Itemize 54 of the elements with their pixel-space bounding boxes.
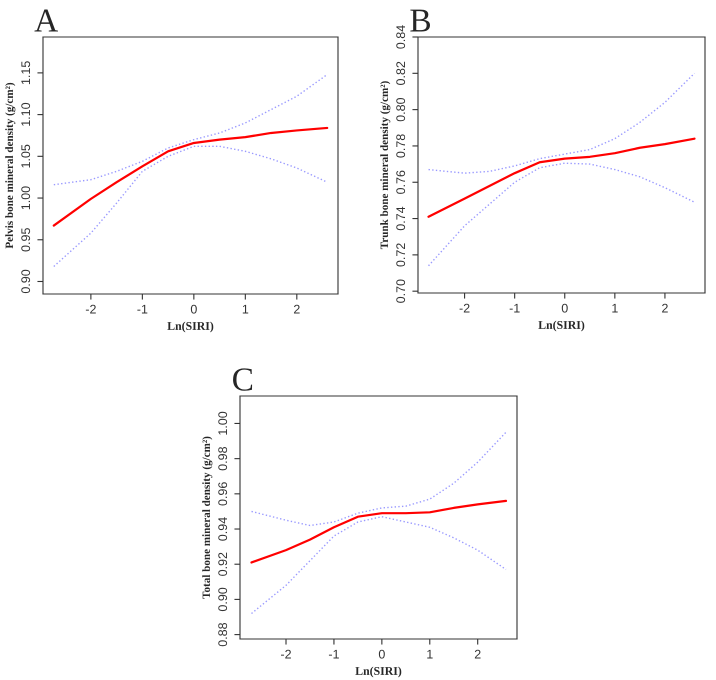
y-tick-label: 0.82 <box>396 62 406 85</box>
line-series <box>427 138 696 218</box>
y-tick-label: 1.10 <box>21 102 30 126</box>
x-tick-label: -2 <box>460 304 470 312</box>
x-tick-label: -2 <box>86 304 96 314</box>
x-axis-title: Ln(SIRI) <box>538 320 584 332</box>
y-tick-label: 1.00 <box>21 186 30 210</box>
line-series <box>428 72 696 174</box>
x-tick-label: -1 <box>137 304 148 314</box>
line-series <box>428 162 696 266</box>
y-tick-label: 0.88 <box>218 622 228 646</box>
chart-title: A <box>34 9 58 32</box>
y-tick-label: 0.94 <box>218 517 228 541</box>
y-axis-title: Total bone mineral density (g/cm²) <box>202 436 212 599</box>
line-series <box>250 500 508 564</box>
x-tick-label: -1 <box>328 650 339 658</box>
y-tick-label: 0.92 <box>218 552 228 576</box>
x-axis-title: Ln(SIRI) <box>355 666 402 678</box>
x-tick-label: 2 <box>662 304 668 312</box>
y-tick-label: 0.78 <box>396 134 406 158</box>
x-tick-label: 1 <box>427 650 433 658</box>
y-tick-label: 0.80 <box>396 98 406 122</box>
y-tick-label: 0.84 <box>396 25 406 49</box>
y-tick-label: 1.00 <box>218 412 228 435</box>
line-series <box>53 74 328 186</box>
x-tick-label: 0 <box>190 304 197 314</box>
x-tick-label: -2 <box>281 650 291 658</box>
y-axis-title: Pelvis bone mineral density (g/cm²) <box>5 82 16 248</box>
line-series <box>53 146 328 268</box>
y-tick-label: 0.72 <box>396 243 406 267</box>
chart-title: B <box>410 10 430 32</box>
y-tick-label: 0.98 <box>218 447 228 470</box>
y-tick-label: 0.70 <box>396 280 406 303</box>
line-series <box>250 516 507 614</box>
x-tick-label: 0 <box>378 650 385 659</box>
y-axis-title: Trunk bone mineral density (g/cm²) <box>380 81 390 250</box>
x-tick-label: 1 <box>612 304 618 312</box>
x-tick-label: -1 <box>510 304 520 312</box>
chart-title: C <box>233 368 252 391</box>
y-tick-label: 0.90 <box>218 588 228 612</box>
y-tick-label: 0.74 <box>396 206 406 230</box>
x-tick-label: 2 <box>294 304 300 314</box>
x-tick-label: 2 <box>474 650 481 658</box>
y-tick-label: 0.96 <box>218 482 228 506</box>
x-axis-title: Ln(SIRI) <box>167 322 214 332</box>
line-series <box>250 432 507 526</box>
line-series <box>52 126 328 227</box>
y-tick-label: 0.95 <box>21 228 30 252</box>
y-tick-label: 1.15 <box>21 61 30 84</box>
y-tick-label: 0.76 <box>396 170 406 194</box>
x-tick-label: 1 <box>242 304 248 314</box>
y-tick-label: 0.90 <box>21 270 30 294</box>
x-tick-label: 0 <box>562 304 568 313</box>
y-tick-label: 1.05 <box>21 144 30 168</box>
